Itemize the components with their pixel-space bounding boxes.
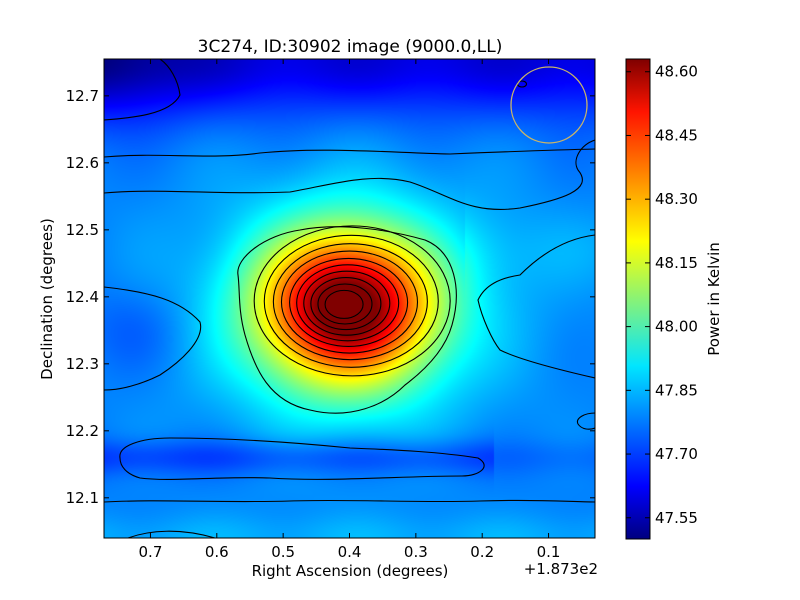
heatmap-image bbox=[104, 59, 595, 538]
source-contour bbox=[296, 264, 400, 342]
y-tick-label: 12.4 bbox=[66, 288, 99, 306]
source-contour bbox=[263, 234, 439, 368]
x-axis-label: Right Ascension (degrees) bbox=[252, 562, 449, 580]
source-contour bbox=[289, 257, 409, 347]
contour-lines bbox=[104, 59, 595, 538]
x-tick-label: 0.2 bbox=[470, 543, 494, 561]
contour-top-line bbox=[104, 148, 595, 158]
y-tick-label: 12.1 bbox=[66, 489, 99, 507]
beam-circle bbox=[510, 66, 588, 144]
contour-outer-source bbox=[237, 226, 457, 414]
source-contour bbox=[317, 283, 373, 325]
y-tick-label: 12.2 bbox=[66, 422, 99, 440]
colorbar-tick-label: 48.15 bbox=[655, 254, 698, 272]
y-axis: 12.1 12.2 12.3 12.4 12.5 12.6 12.7 bbox=[66, 87, 595, 507]
source-contour bbox=[324, 289, 364, 319]
source-contour bbox=[272, 243, 428, 361]
source-contours bbox=[253, 225, 451, 377]
heatmap-area bbox=[104, 59, 595, 538]
x-axis: 0.7 0.6 0.5 0.4 0.3 0.2 0.1 bbox=[139, 59, 561, 561]
chart-title: 3C274, ID:30902 image (9000.0,LL) bbox=[198, 37, 503, 57]
colorbar bbox=[625, 58, 651, 540]
contour-upper-line bbox=[104, 139, 595, 210]
colorbar-tick-label: 48.60 bbox=[655, 63, 698, 81]
source-contour bbox=[303, 270, 391, 336]
colorbar-tick-label: 47.85 bbox=[655, 381, 698, 399]
contour-right-notch bbox=[576, 412, 595, 430]
contour-lower-band bbox=[119, 437, 485, 480]
x-offset-label: +1.873e2 bbox=[524, 560, 598, 578]
x-tick-label: 0.1 bbox=[537, 543, 561, 561]
x-tick-label: 0.6 bbox=[205, 543, 229, 561]
x-tick-label: 0.3 bbox=[404, 543, 428, 561]
x-tick-label: 0.7 bbox=[139, 543, 163, 561]
colorbar-label: Power in Kelvin bbox=[705, 242, 723, 356]
contour-top-band bbox=[104, 59, 181, 121]
x-tick-label: 0.5 bbox=[271, 543, 295, 561]
colorbar-axis: 47.55 47.70 47.85 48.00 48.15 48.30 48.45 48.60 bbox=[626, 63, 698, 527]
y-tick-label: 12.5 bbox=[66, 221, 99, 239]
y-tick-label: 12.7 bbox=[66, 87, 99, 105]
source-contour bbox=[280, 250, 419, 354]
colorbar-tick-label: 47.55 bbox=[655, 509, 698, 527]
source-contour bbox=[310, 277, 382, 331]
y-tick-label: 12.3 bbox=[66, 355, 99, 373]
y-tick-label: 12.6 bbox=[66, 154, 99, 172]
y-axis-label: Declination (degrees) bbox=[38, 218, 56, 380]
colorbar-tick-label: 47.70 bbox=[655, 445, 698, 463]
contour-bottom-arc bbox=[127, 530, 216, 538]
source-contour bbox=[253, 225, 451, 377]
x-tick-label: 0.4 bbox=[338, 543, 362, 561]
colorbar-tick-label: 48.00 bbox=[655, 318, 698, 336]
colorbar-tick-label: 48.45 bbox=[655, 126, 698, 144]
contour-right-arc bbox=[477, 234, 595, 379]
colorbar-tick-label: 48.30 bbox=[655, 190, 698, 208]
contour-bottom-line bbox=[104, 499, 595, 503]
contour-left-arc bbox=[104, 286, 202, 391]
